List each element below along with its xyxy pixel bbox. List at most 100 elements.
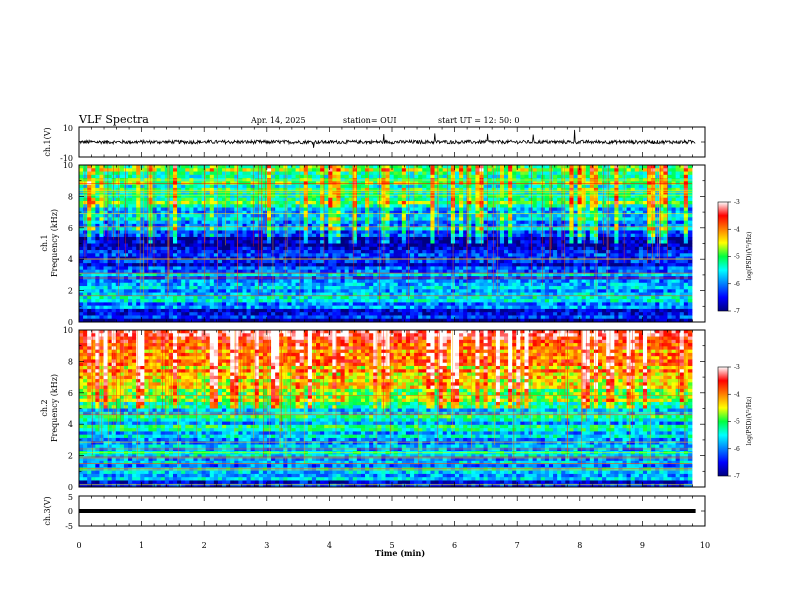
spectrogram-cell	[209, 305, 215, 310]
spectrogram-cell	[271, 286, 276, 290]
spectrogram-cell	[336, 194, 341, 199]
spectrogram-cell	[299, 286, 305, 290]
spectrogram-cell	[369, 305, 374, 310]
spectrogram-cell	[320, 253, 325, 257]
spectrogram-cell	[475, 272, 480, 277]
spectrogram-cell	[365, 312, 370, 316]
spectrogram-cell	[360, 315, 366, 320]
spectrogram-cell	[311, 200, 317, 205]
spectrogram-cell	[287, 217, 292, 221]
spectrogram-cell	[140, 168, 145, 172]
spectrogram-cell	[254, 253, 260, 257]
spectrogram-cell	[410, 259, 415, 264]
spectrogram-cell	[332, 220, 337, 225]
spectrogram-cell	[160, 236, 166, 241]
spectrogram-cell	[168, 279, 174, 284]
spectrogram-cell	[83, 230, 88, 235]
spectrogram-cell	[148, 299, 153, 303]
spectrogram-cell	[316, 197, 321, 202]
spectrogram-cell	[483, 184, 489, 189]
spectrogram-cell	[181, 305, 186, 310]
spectrogram-cell	[152, 233, 158, 238]
spectrogram-cell	[463, 207, 468, 212]
spectrogram-cell	[156, 207, 162, 212]
spectrogram-cell	[369, 315, 374, 320]
spectrogram-cell	[128, 223, 133, 228]
spectrogram-cell	[283, 227, 288, 231]
spectrogram-cell	[471, 214, 476, 218]
spectrogram-cell	[483, 286, 489, 290]
spectrogram-cell	[238, 223, 243, 228]
spectrogram-cell	[254, 204, 260, 208]
spectrogram-cell	[283, 266, 288, 271]
spectrogram-cell	[438, 253, 444, 257]
spectrogram-cell	[234, 214, 239, 218]
spectrogram-cell	[491, 223, 497, 228]
spectrogram-cell	[299, 282, 305, 287]
spectrogram-cell	[99, 204, 104, 208]
spectrogram-cell	[222, 171, 227, 176]
spectrogram-cell	[320, 200, 325, 205]
spectrogram-cell	[242, 171, 247, 176]
spectrogram-cell	[119, 279, 125, 284]
spectrogram-cell	[303, 207, 309, 212]
spectrogram-cell	[262, 200, 268, 205]
spectrogram-cell	[397, 200, 403, 205]
spectrogram-cell	[369, 197, 374, 202]
spectrogram-cell	[271, 256, 276, 261]
spectrogram-cell	[193, 220, 198, 225]
spectrogram-cell	[213, 299, 219, 303]
spectrogram-cell	[320, 168, 325, 172]
spectrogram-cell	[136, 174, 141, 179]
spectrogram-cell	[123, 286, 129, 290]
spectrogram-cell	[177, 256, 182, 261]
spectrogram-cell	[213, 305, 219, 310]
spectrogram-cell	[258, 240, 264, 244]
spectrogram-cell	[95, 168, 100, 172]
spectrogram-cell	[356, 217, 362, 221]
spectrogram-cell	[401, 200, 407, 205]
spectrogram-cell	[483, 272, 489, 277]
spectrogram-cell	[422, 282, 427, 287]
spectrogram-cell	[422, 210, 427, 215]
spectrogram-cell	[316, 318, 321, 323]
spectrogram-cell	[83, 184, 88, 189]
spectrogram-cell	[242, 230, 247, 235]
spectrogram-cell	[222, 269, 227, 274]
spectrogram-cell	[222, 256, 227, 261]
spectrogram-cell	[479, 295, 484, 300]
spectrogram-cell	[197, 230, 202, 235]
spectrogram-cell	[299, 233, 305, 238]
spectrogram-cell	[324, 194, 329, 199]
spectrogram-cell	[365, 250, 370, 254]
spectrogram-cell	[446, 191, 452, 195]
spectrogram-cell	[246, 240, 252, 244]
spectrogram-cell	[103, 259, 109, 264]
spectrogram-cell	[271, 292, 276, 297]
spectrogram-cell	[103, 312, 109, 316]
spectrogram-cell	[307, 174, 313, 179]
spectrogram-cell	[475, 207, 480, 212]
spectrogram-cell	[234, 174, 239, 179]
spectrogram-cell	[295, 197, 301, 202]
spectrogram-cell	[115, 282, 121, 287]
spectrogram-cell	[128, 305, 133, 310]
spectrogram-cell	[299, 302, 305, 307]
spectrogram-cell	[144, 263, 149, 267]
spectrogram-cell	[418, 233, 423, 238]
spectrogram-cell	[381, 286, 386, 290]
spectrogram-cell	[471, 165, 476, 169]
spectrogram-cell	[266, 292, 272, 297]
spectrogram-cell	[201, 165, 207, 169]
spectrogram-cell	[307, 200, 313, 205]
station-label: station= OUI	[343, 116, 397, 125]
spectrogram-cell	[156, 289, 162, 293]
spectrogram-cell	[352, 279, 358, 284]
spectrogram-cell	[459, 305, 464, 310]
spectrogram-cell	[152, 259, 158, 264]
spectrogram-cell	[128, 168, 133, 172]
spectrogram-cell	[197, 207, 202, 212]
spectrogram-cell	[467, 236, 472, 241]
spectrogram-cell	[123, 204, 129, 208]
date-label: Apr. 14, 2025	[250, 116, 306, 125]
